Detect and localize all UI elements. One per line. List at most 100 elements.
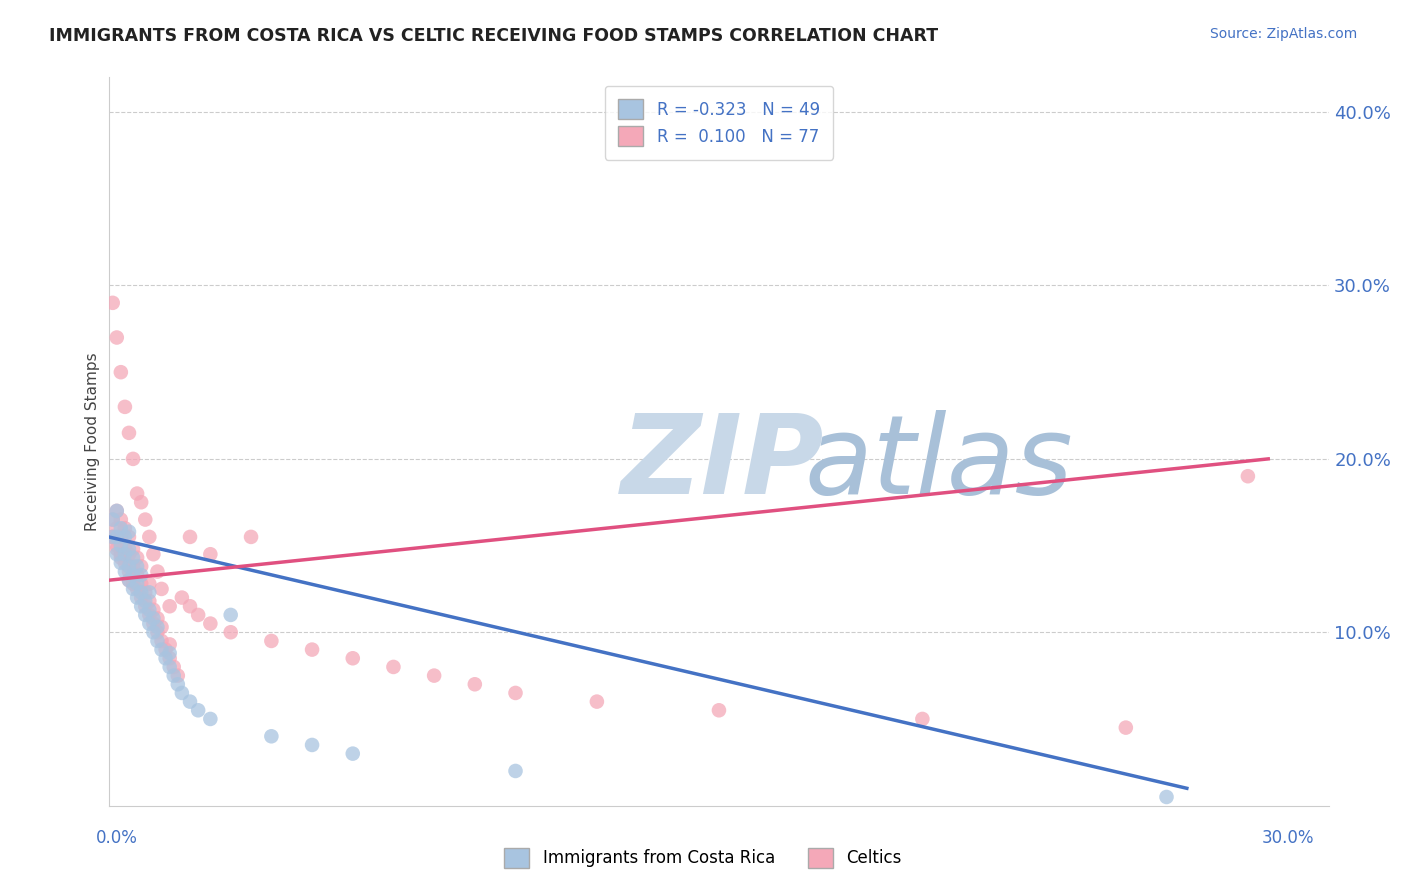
Point [114, 539, 136, 553]
Text: ZIP: ZIP [621, 410, 825, 516]
Point [707, 703, 730, 717]
Point [150, 634, 173, 648]
Point [122, 451, 145, 466]
Point [101, 512, 124, 526]
Point [187, 703, 209, 717]
Legend: R = -0.323   N = 49, R =  0.100   N = 77: R = -0.323 N = 49, R = 0.100 N = 77 [605, 86, 832, 160]
Point [142, 611, 165, 625]
Point [129, 559, 152, 574]
Point [118, 573, 141, 587]
Point [301, 738, 323, 752]
Point [118, 559, 141, 574]
Point [342, 651, 364, 665]
Point [1237, 469, 1260, 483]
Point [219, 625, 242, 640]
Point [114, 556, 136, 570]
Point [110, 539, 132, 553]
Point [129, 568, 152, 582]
Point [129, 591, 152, 605]
Point [127, 591, 149, 605]
Point [110, 365, 132, 379]
Point [101, 530, 124, 544]
Point [382, 660, 405, 674]
Text: Source: ZipAtlas.com: Source: ZipAtlas.com [1209, 27, 1357, 41]
Point [138, 585, 160, 599]
Point [146, 611, 169, 625]
Point [138, 576, 160, 591]
Point [127, 486, 149, 500]
Point [110, 521, 132, 535]
Point [138, 603, 160, 617]
Point [146, 634, 169, 648]
Point [1156, 789, 1178, 804]
Point [342, 747, 364, 761]
Point [134, 594, 156, 608]
Point [179, 599, 201, 614]
Point [138, 530, 160, 544]
Text: IMMIGRANTS FROM COSTA RICA VS CELTIC RECEIVING FOOD STAMPS CORRELATION CHART: IMMIGRANTS FROM COSTA RICA VS CELTIC REC… [49, 27, 938, 45]
Point [127, 559, 149, 574]
Point [166, 668, 188, 682]
Point [129, 495, 152, 509]
Text: 0.0%: 0.0% [96, 829, 138, 847]
Point [114, 547, 136, 561]
Point [105, 542, 128, 557]
Point [260, 634, 283, 648]
Point [114, 565, 136, 579]
Point [134, 585, 156, 599]
Point [105, 504, 128, 518]
Point [129, 585, 152, 599]
Point [159, 646, 181, 660]
Point [146, 625, 169, 640]
Point [105, 530, 128, 544]
Point [127, 576, 149, 591]
Point [159, 599, 181, 614]
Point [150, 642, 173, 657]
Point [129, 599, 152, 614]
Point [138, 594, 160, 608]
Point [110, 547, 132, 561]
Legend: Immigrants from Costa Rica, Celtics: Immigrants from Costa Rica, Celtics [498, 841, 908, 875]
Point [200, 547, 222, 561]
Point [110, 530, 132, 544]
Point [586, 695, 609, 709]
Point [118, 530, 141, 544]
Point [105, 330, 128, 344]
Point [101, 296, 124, 310]
Point [101, 512, 124, 526]
Point [159, 637, 181, 651]
Point [219, 607, 242, 622]
Point [179, 695, 201, 709]
Point [146, 620, 169, 634]
Point [114, 400, 136, 414]
Point [187, 607, 209, 622]
Point [114, 530, 136, 544]
Point [127, 568, 149, 582]
Point [170, 686, 193, 700]
Point [150, 582, 173, 596]
Text: 30.0%: 30.0% [1263, 829, 1315, 847]
Point [200, 616, 222, 631]
Point [142, 603, 165, 617]
Point [505, 686, 527, 700]
Point [240, 530, 263, 544]
Point [110, 550, 132, 565]
Y-axis label: Receiving Food Stamps: Receiving Food Stamps [86, 352, 100, 531]
Point [122, 582, 145, 596]
Point [127, 582, 149, 596]
Text: atlas: atlas [804, 410, 1073, 516]
Point [179, 530, 201, 544]
Point [464, 677, 486, 691]
Point [101, 530, 124, 544]
Point [105, 547, 128, 561]
Point [105, 504, 128, 518]
Point [101, 530, 124, 544]
Point [142, 616, 165, 631]
Point [911, 712, 934, 726]
Point [105, 521, 128, 535]
Point [118, 542, 141, 557]
Point [170, 591, 193, 605]
Point [110, 512, 132, 526]
Point [423, 668, 446, 682]
Point [134, 607, 156, 622]
